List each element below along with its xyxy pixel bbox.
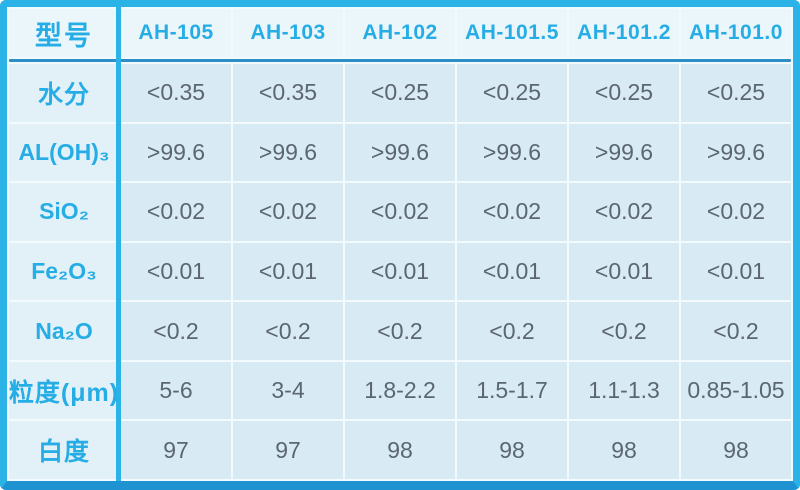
column-header: AH-103 [233,9,343,57]
value-cell: 97 [233,421,343,479]
value-cell: <0.01 [233,242,343,301]
row-label: Fe₂O₃ [9,242,119,301]
value-cell: <0.01 [569,242,679,301]
value-cell: 98 [457,421,567,479]
value-cell: <0.2 [233,302,343,360]
column-header: AH-101.0 [681,9,791,57]
value-cell: <0.35 [233,64,343,122]
value-cell: <0.2 [345,302,455,360]
value-cell: >99.6 [233,123,343,182]
value-cell: >99.6 [121,123,231,182]
value-cell: >99.6 [345,123,455,182]
spec-table-grid: 型号 AH-105 AH-103 AH-102 AH-101.5 AH-101.2 AH-… [7,7,793,481]
row-label: SiO₂ [9,183,119,241]
row-label: 白度 [9,421,119,479]
value-cell: <0.25 [345,64,455,122]
row-label: AL(OH)₃ [9,123,119,182]
value-cell: 97 [121,421,231,479]
value-cell: <0.02 [345,183,455,241]
value-cell: >99.6 [681,123,791,182]
column-header: AH-101.5 [457,9,567,57]
value-cell: 98 [569,421,679,479]
value-cell: <0.01 [457,242,567,301]
value-cell: <0.02 [121,183,231,241]
value-cell: >99.6 [569,123,679,182]
corner-header-model: 型号 [9,9,119,57]
value-cell: 0.85-1.05 [681,361,791,420]
value-cell: 3-4 [233,361,343,420]
row-label: 粒度(μm) [9,361,119,420]
value-cell: 5-6 [121,361,231,420]
value-cell: <0.01 [681,242,791,301]
value-cell: <0.2 [681,302,791,360]
value-cell: 1.5-1.7 [457,361,567,420]
value-cell: <0.02 [233,183,343,241]
value-cell: <0.01 [345,242,455,301]
value-cell: >99.6 [457,123,567,182]
column-header: AH-102 [345,9,455,57]
value-cell: <0.25 [681,64,791,122]
value-cell: 98 [681,421,791,479]
value-cell: <0.2 [121,302,231,360]
value-cell: 1.8-2.2 [345,361,455,420]
row-label: Na₂O [9,302,119,360]
value-cell: <0.2 [457,302,567,360]
value-cell: <0.2 [569,302,679,360]
column-header: AH-101.2 [569,9,679,57]
value-cell: <0.35 [121,64,231,122]
value-cell: 98 [345,421,455,479]
value-cell: <0.02 [569,183,679,241]
value-cell: <0.25 [457,64,567,122]
value-cell: 1.1-1.3 [569,361,679,420]
header-underline [9,59,791,62]
value-cell: <0.02 [457,183,567,241]
row-label: 水分 [9,64,119,122]
value-cell: <0.25 [569,64,679,122]
label-column-divider [116,7,121,481]
column-header: AH-105 [121,9,231,57]
value-cell: <0.02 [681,183,791,241]
value-cell: <0.01 [121,242,231,301]
